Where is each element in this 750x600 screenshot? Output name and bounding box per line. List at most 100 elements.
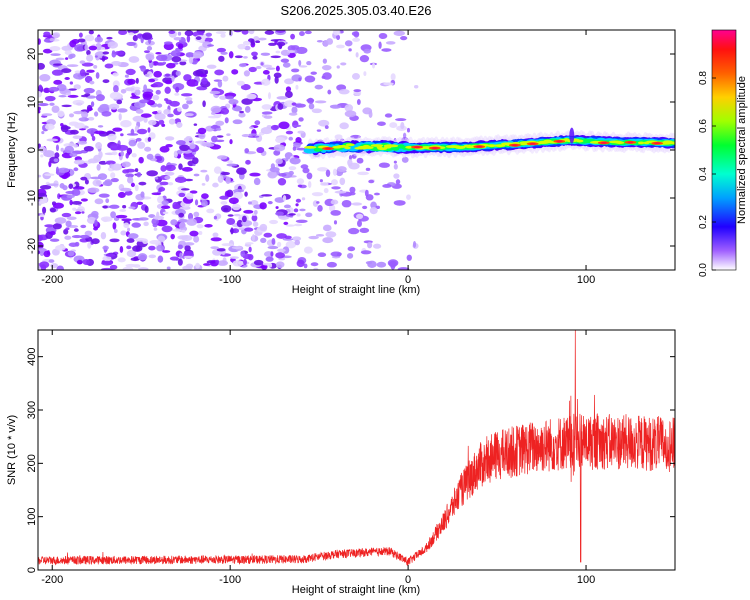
noise-blob <box>66 194 75 199</box>
noise-blob <box>265 256 274 262</box>
noise-blob <box>351 72 360 80</box>
noise-blob <box>253 259 264 266</box>
noise-blob <box>378 32 388 40</box>
ridge-mark <box>615 141 625 145</box>
noise-blob <box>122 205 127 209</box>
noise-blob <box>253 177 261 186</box>
noise-blob <box>111 51 117 58</box>
noise-blob <box>68 88 77 91</box>
noise-blob <box>276 30 286 33</box>
noise-blob <box>68 113 75 118</box>
noise-blob <box>189 190 198 194</box>
noise-blob <box>156 109 162 114</box>
noise-blob <box>311 192 324 197</box>
noise-blob <box>303 246 313 254</box>
noise-blob <box>162 250 171 253</box>
noise-blob <box>155 51 162 55</box>
noise-blob <box>99 103 110 112</box>
noise-blob <box>131 222 141 228</box>
noise-blob <box>389 122 398 129</box>
noise-blob <box>359 227 370 234</box>
noise-blob <box>385 41 396 45</box>
noise-blob <box>171 56 182 63</box>
noise-blob <box>202 100 206 108</box>
noise-blob <box>69 129 79 135</box>
noise-blob <box>111 61 122 66</box>
noise-blob <box>296 178 305 185</box>
colorbar-ticks: 0.0 0.2 0.4 0.6 0.8 <box>698 71 716 277</box>
noise-blob <box>215 120 225 126</box>
noise-blob <box>382 184 392 188</box>
noise-blob <box>213 166 222 174</box>
noise-blob <box>195 262 200 269</box>
noise-blob <box>264 30 275 35</box>
noise-blob <box>318 119 330 127</box>
noise-blob <box>243 56 248 59</box>
noise-blob <box>327 89 332 95</box>
noise-blob <box>158 186 166 192</box>
noise-blob <box>240 84 251 91</box>
noise-blob <box>295 136 302 144</box>
noise-blob <box>248 133 258 136</box>
noise-blob <box>315 234 325 237</box>
noise-blob <box>250 200 259 206</box>
noise-blob <box>193 123 198 126</box>
noise-blob <box>322 224 332 232</box>
noise-blob <box>146 99 155 106</box>
noise-blob <box>135 77 139 84</box>
noise-blob <box>193 173 200 177</box>
noise-blob <box>148 119 157 126</box>
noise-blob <box>178 163 183 170</box>
noise-blob <box>313 267 319 270</box>
noise-blob <box>275 158 283 165</box>
ridge-peak-core <box>431 147 438 150</box>
noise-blob <box>84 44 89 52</box>
noise-blob <box>89 80 95 85</box>
noise-blob <box>41 131 45 135</box>
noise-blob <box>101 55 106 62</box>
noise-blob <box>157 235 166 243</box>
noise-blob <box>216 248 226 252</box>
noise-blob <box>71 39 80 44</box>
noise-blob <box>265 67 276 70</box>
noise-blob <box>130 257 140 262</box>
noise-blob <box>120 88 127 94</box>
noise-blob <box>207 115 219 119</box>
noise-blob <box>229 139 233 145</box>
noise-blob <box>71 235 82 239</box>
noise-blob <box>263 115 273 119</box>
noise-blob <box>81 62 94 67</box>
noise-blob <box>126 133 139 136</box>
noise-blob <box>226 217 236 225</box>
noise-blob <box>346 252 354 259</box>
noise-blob <box>156 244 165 252</box>
noise-blob <box>244 191 248 197</box>
noise-blob <box>213 215 218 220</box>
colorbar-tick-label: 0.6 <box>698 119 709 133</box>
ridge-peak-core <box>413 146 420 149</box>
noise-blob <box>240 250 246 258</box>
noise-blob <box>146 46 153 51</box>
noise-blob <box>220 205 232 213</box>
noise-blob <box>40 264 47 270</box>
noise-blob <box>215 259 220 264</box>
noise-blob <box>91 238 100 245</box>
noise-blob <box>339 177 346 186</box>
noise-blob <box>363 71 367 77</box>
noise-blob <box>65 220 72 228</box>
spectrogram-x-tick-label: 0 <box>405 274 411 286</box>
noise-blob <box>334 190 347 194</box>
noise-blob <box>249 126 254 129</box>
noise-blob <box>222 75 229 82</box>
noise-blob <box>57 110 65 117</box>
noise-blob <box>291 124 302 128</box>
noise-blob <box>217 260 229 266</box>
noise-blob <box>182 103 189 110</box>
noise-blob <box>44 123 55 131</box>
noise-blob <box>73 144 79 148</box>
noise-blob <box>179 60 187 66</box>
noise-blob <box>65 92 72 96</box>
noise-blob <box>241 98 253 105</box>
noise-blob <box>244 45 251 51</box>
noise-blob <box>270 251 274 257</box>
